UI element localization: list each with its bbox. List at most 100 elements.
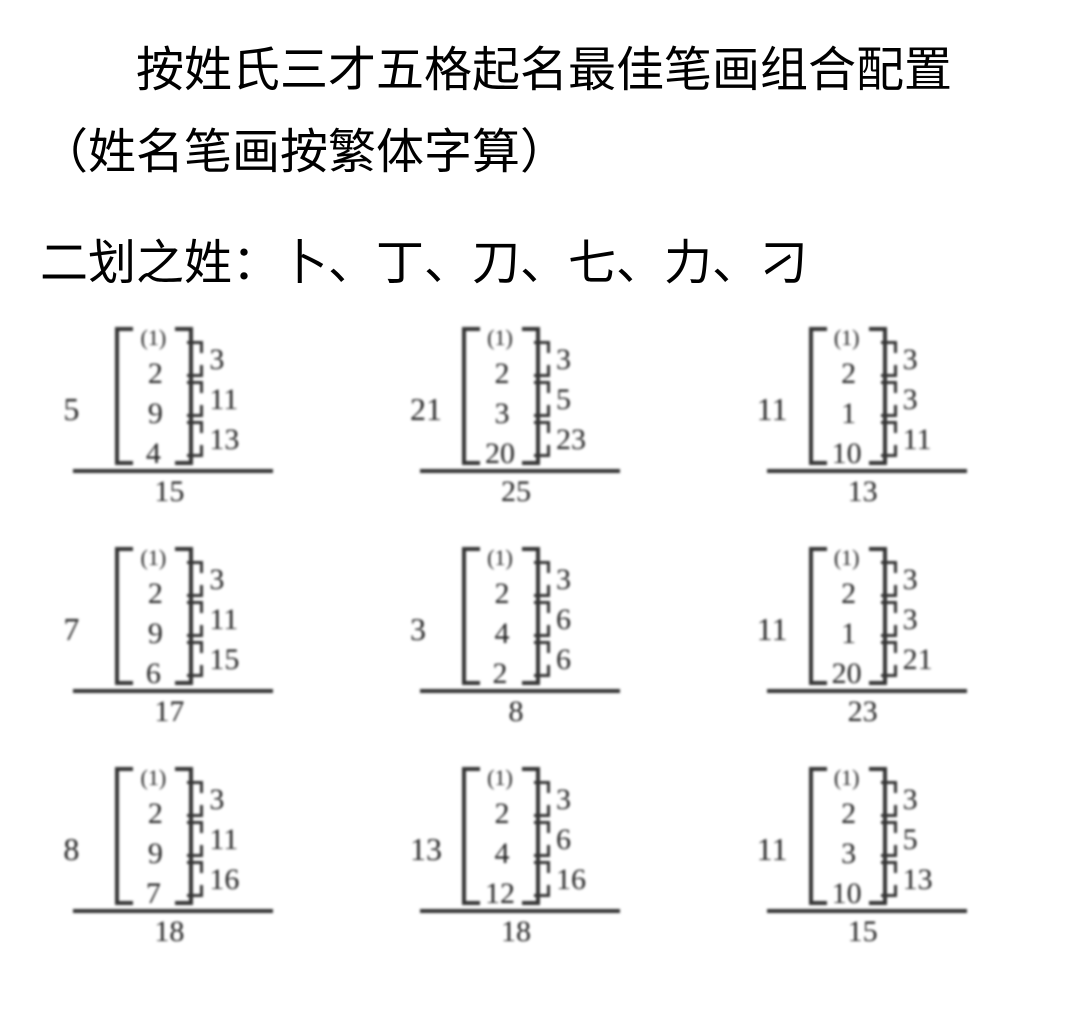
- total-number: 23: [833, 695, 893, 729]
- tick-icon: [881, 805, 897, 817]
- right-2: 3: [903, 383, 918, 417]
- inner-c: 12: [470, 877, 530, 911]
- total-divider: [73, 689, 273, 693]
- tick-icon: [534, 781, 550, 793]
- stroke-diagram: 13 (1) 2 4 12 3 6 16 18: [410, 763, 670, 963]
- inner-a: 2: [135, 357, 175, 391]
- top-number: (1): [480, 765, 520, 791]
- tick-icon: [881, 381, 897, 393]
- tick-icon: [534, 861, 550, 873]
- inner-b: 3: [482, 397, 522, 431]
- right-2: 3: [903, 603, 918, 637]
- tick-icon: [534, 601, 550, 613]
- inner-c: 10: [817, 437, 877, 471]
- inner-c: 6: [123, 657, 183, 691]
- inner-c: 20: [470, 437, 530, 471]
- total-divider: [767, 909, 967, 913]
- tick-icon: [534, 641, 550, 653]
- right-3: 6: [556, 643, 571, 677]
- inner-a: 2: [135, 577, 175, 611]
- inner-c: 7: [123, 877, 183, 911]
- inner-b: 4: [482, 617, 522, 651]
- right-1: 3: [556, 783, 571, 817]
- total-divider: [767, 689, 967, 693]
- tick-icon: [881, 445, 897, 457]
- right-3: 21: [903, 643, 933, 677]
- tick-icon: [534, 341, 550, 353]
- inner-a: 2: [482, 577, 522, 611]
- total-divider: [767, 469, 967, 473]
- right-1: 3: [209, 563, 224, 597]
- tick-icon: [187, 421, 203, 433]
- top-number: (1): [133, 325, 173, 351]
- tick-icon: [187, 845, 203, 857]
- outer-number: 7: [63, 611, 79, 648]
- total-number: 25: [486, 475, 546, 509]
- inner-c: 4: [123, 437, 183, 471]
- right-3: 13: [903, 863, 933, 897]
- tick-icon: [187, 445, 203, 457]
- right-2: 11: [209, 603, 238, 637]
- tick-icon: [881, 341, 897, 353]
- stroke-diagram: 5 (1) 2 9 4 3 11 13 15: [63, 323, 323, 523]
- tick-icon: [534, 421, 550, 433]
- right-2: 11: [209, 823, 238, 857]
- right-3: 13: [209, 423, 239, 457]
- inner-c: 2: [470, 657, 530, 691]
- tick-icon: [534, 405, 550, 417]
- tick-icon: [187, 561, 203, 573]
- tick-icon: [881, 365, 897, 377]
- inner-b: 9: [135, 837, 175, 871]
- stroke-diagram: 11 (1) 2 1 20 3 3 21 23: [757, 543, 1017, 743]
- inner-a: 2: [829, 357, 869, 391]
- tick-icon: [881, 561, 897, 573]
- outer-number: 11: [757, 391, 788, 428]
- total-number: 13: [833, 475, 893, 509]
- total-number: 17: [139, 695, 199, 729]
- inner-c: 20: [817, 657, 877, 691]
- tick-icon: [187, 365, 203, 377]
- inner-a: 2: [135, 797, 175, 831]
- total-number: 15: [833, 915, 893, 949]
- tick-icon: [881, 665, 897, 677]
- tick-icon: [187, 821, 203, 833]
- right-3: 23: [556, 423, 586, 457]
- total-divider: [73, 469, 273, 473]
- total-divider: [420, 689, 620, 693]
- total-number: 18: [139, 915, 199, 949]
- total-number: 18: [486, 915, 546, 949]
- inner-b: 3: [829, 837, 869, 871]
- tick-icon: [534, 381, 550, 393]
- stroke-diagram: 3 (1) 2 4 2 3 6 6 8: [410, 543, 670, 743]
- tick-icon: [881, 821, 897, 833]
- tick-icon: [881, 861, 897, 873]
- right-3: 15: [209, 643, 239, 677]
- total-number: 15: [139, 475, 199, 509]
- right-2: 5: [556, 383, 571, 417]
- right-2: 5: [903, 823, 918, 857]
- inner-b: 1: [829, 617, 869, 651]
- top-number: (1): [827, 765, 867, 791]
- tick-icon: [881, 601, 897, 613]
- right-2: 6: [556, 603, 571, 637]
- stroke-diagram: 11 (1) 2 1 10 3 3 11 13: [757, 323, 1017, 523]
- inner-c: 10: [817, 877, 877, 911]
- section-title: 二划之姓：卜、丁、刀、七、力、刁: [40, 223, 1040, 293]
- inner-a: 2: [482, 357, 522, 391]
- tick-icon: [534, 821, 550, 833]
- top-number: (1): [480, 325, 520, 351]
- tick-icon: [534, 445, 550, 457]
- tick-icon: [187, 601, 203, 613]
- tick-icon: [187, 405, 203, 417]
- outer-number: 3: [410, 611, 426, 648]
- tick-icon: [881, 405, 897, 417]
- total-divider: [420, 469, 620, 473]
- inner-a: 2: [482, 797, 522, 831]
- inner-b: 9: [135, 397, 175, 431]
- right-1: 3: [209, 343, 224, 377]
- tick-icon: [881, 625, 897, 637]
- tick-icon: [187, 665, 203, 677]
- stroke-diagram: 7 (1) 2 9 6 3 11 15 17: [63, 543, 323, 743]
- intro-paragraph: 按姓氏三才五格起名最佳笔画组合配置（姓名笔画按繁体字算）: [40, 30, 1040, 193]
- right-2: 6: [556, 823, 571, 857]
